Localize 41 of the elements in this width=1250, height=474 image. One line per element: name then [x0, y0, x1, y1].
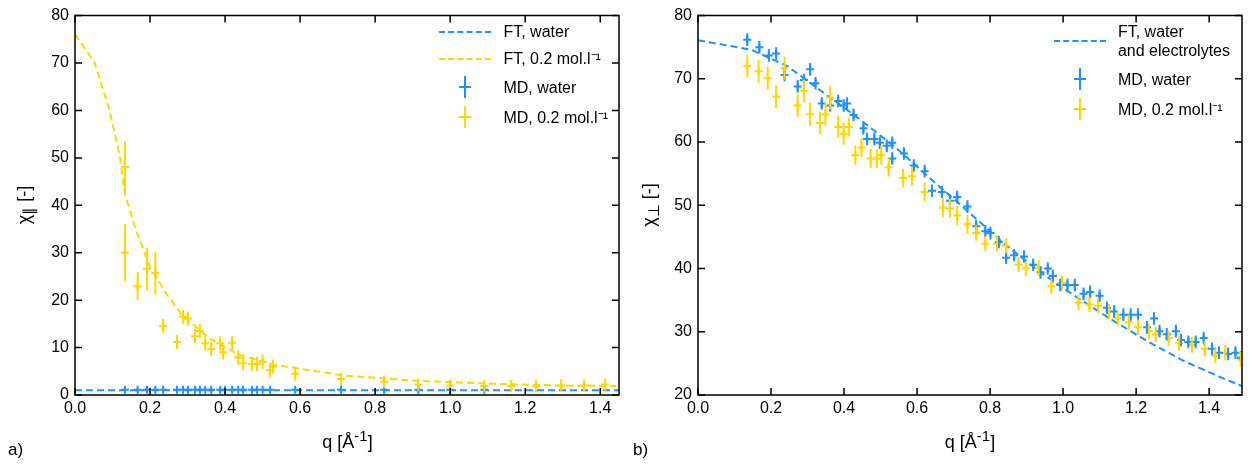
y-tick-label: 10 [51, 337, 70, 355]
y-tick-label: 60 [51, 100, 70, 118]
legend-label: MD, 0.2 mol.l⁻¹ [503, 107, 608, 127]
y-tick-label: 50 [51, 148, 70, 166]
x-tick-label: 0.6 [905, 399, 929, 417]
y-tick-label: 60 [674, 132, 693, 150]
y-tick-label: 80 [51, 6, 70, 24]
x-tick-label: 0.8 [978, 399, 1002, 417]
y-tick-label: 30 [674, 322, 693, 340]
legend-label: FT, water [503, 22, 570, 41]
legend-label: FT, water and electrolytes [1117, 22, 1230, 60]
y-tick-label: 50 [674, 195, 693, 213]
x-tick-label: 1.4 [589, 399, 612, 417]
x-tick-label: 0.4 [832, 399, 856, 417]
legend-label: MD, 0.2 mol.l⁻¹ [1117, 99, 1223, 119]
y-tick-label: 30 [51, 243, 70, 261]
y-tick-label: 70 [51, 53, 70, 71]
legend-label: MD, water [503, 77, 577, 97]
x-tick-label: 0.4 [213, 399, 237, 417]
x-tick-label: 1.0 [439, 399, 462, 417]
x-tick-label: 0.6 [288, 399, 312, 417]
x-tick-label: 1.2 [514, 399, 537, 417]
x-tick-label: 0.2 [138, 399, 162, 417]
text: b) [633, 440, 649, 460]
y-tick-label: 40 [51, 195, 70, 213]
y-tick-label: 80 [674, 6, 693, 24]
x-tick-label: 0.0 [686, 399, 710, 417]
x-tick-label: 0.0 [63, 399, 87, 417]
legend-label: MD, water [1117, 69, 1191, 89]
x-tick-label: 1.0 [1051, 399, 1075, 417]
x-tick-label: 1.4 [1198, 399, 1221, 417]
x-tick-label: 1.2 [1125, 399, 1148, 417]
x-axis-title: q [Å$^{-1}$] [943, 427, 997, 453]
x-tick-label: 0.2 [759, 399, 783, 417]
legend-label: FT, 0.2 mol.l⁻¹ [503, 49, 601, 68]
x-tick-label: 0.8 [364, 399, 387, 417]
y-tick-label: 20 [51, 290, 70, 308]
y-tick-label: 70 [674, 69, 693, 87]
x-axis-title: q [Å$^{-1}$] [321, 427, 374, 453]
text: a) [8, 440, 24, 460]
y-tick-label: 40 [674, 258, 693, 276]
